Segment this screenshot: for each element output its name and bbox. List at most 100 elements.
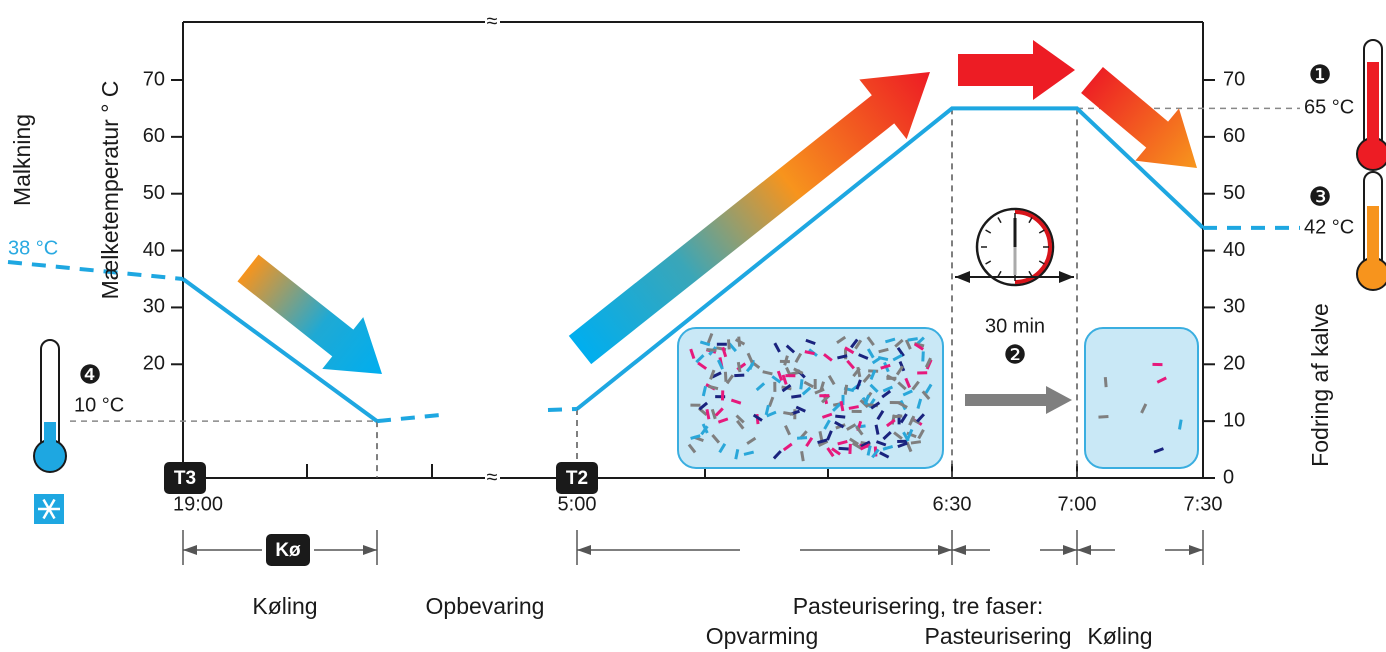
y-axis-label: Mælketemperatur ° C <box>97 81 123 300</box>
bacterium <box>838 446 849 451</box>
y2-tick-label: 40 <box>1223 239 1245 261</box>
bacterium <box>752 413 763 422</box>
bacterium <box>897 441 908 449</box>
bacterium <box>764 404 770 416</box>
bacterium <box>848 405 859 410</box>
bacterium <box>743 450 755 456</box>
bacterium <box>1098 415 1109 419</box>
bacterium <box>850 338 859 349</box>
bacterium <box>882 385 894 393</box>
bacterium <box>885 418 896 428</box>
bacterium <box>796 436 808 440</box>
bacterium <box>735 414 745 424</box>
bacterium <box>697 361 708 370</box>
bacterium <box>785 344 796 354</box>
bacterium <box>730 398 742 405</box>
arrow-head <box>955 271 970 283</box>
bacterium <box>746 352 754 364</box>
bacterium <box>859 443 871 451</box>
bacterium <box>866 348 875 359</box>
bacterium <box>881 389 892 399</box>
bacterium <box>869 369 877 381</box>
arrow-head <box>952 545 966 555</box>
badge: T2 <box>566 468 588 489</box>
marker: ❹ <box>78 361 101 391</box>
feed-temp: 42 °C <box>1304 216 1354 238</box>
bacterium <box>884 337 896 344</box>
bacterium <box>854 339 863 350</box>
clock-tick <box>985 260 992 265</box>
y2-tick-label: 20 <box>1223 353 1245 375</box>
temp-line <box>181 277 379 423</box>
arrow-head <box>1077 545 1091 555</box>
arrow <box>965 386 1072 414</box>
bacterium <box>882 431 892 441</box>
bacterium <box>880 363 891 370</box>
bacterium <box>687 443 697 454</box>
temp-dashed <box>376 413 441 424</box>
marker: ❸ <box>1308 183 1331 213</box>
badge-box <box>556 462 598 494</box>
bacterium <box>698 401 709 411</box>
bacterium <box>776 370 784 382</box>
y2-tick-label: 10 <box>1223 409 1245 431</box>
bacterium <box>913 342 925 351</box>
bacterium <box>911 380 920 391</box>
arrow-head <box>577 545 591 555</box>
bacterium <box>718 443 727 454</box>
bacterium <box>689 348 696 360</box>
bacterium <box>916 413 925 423</box>
bacterium <box>834 420 845 429</box>
clock-tick <box>985 229 992 234</box>
bacterium <box>882 445 894 451</box>
clock-tick <box>1028 270 1033 277</box>
bacterium <box>826 430 833 441</box>
y-tick-label: 60 <box>143 125 165 147</box>
bacterium <box>827 375 836 386</box>
y2-tick-label: 30 <box>1223 296 1245 318</box>
bacterium <box>706 332 714 344</box>
phase-title: Pasteurisering, tre faser: <box>793 593 1044 619</box>
bacterium <box>800 451 805 462</box>
bacterium <box>762 370 773 376</box>
marker: ❷ <box>1003 341 1026 371</box>
bacterium <box>876 410 885 421</box>
arrow <box>1081 66 1197 168</box>
bacterium <box>695 354 705 364</box>
bacterium <box>892 353 903 362</box>
bacterium <box>818 431 824 442</box>
bacterium <box>905 441 913 453</box>
bacterium <box>921 390 931 400</box>
hold-time: 30 min <box>985 315 1045 337</box>
x-tick-label: 5:00 <box>558 493 597 515</box>
cool-temp: 10 °C <box>74 394 124 416</box>
y-tick-label: 40 <box>143 239 165 261</box>
badge-box <box>164 462 206 494</box>
bacterium <box>863 394 871 405</box>
bacterium <box>866 336 875 347</box>
bacterium <box>831 402 842 412</box>
bacterium <box>869 383 879 393</box>
bacterium <box>755 382 766 392</box>
bacterium <box>699 340 711 347</box>
bacterium <box>871 448 880 459</box>
bacterium <box>823 419 831 430</box>
bacterium <box>924 383 933 394</box>
bacterium <box>734 338 746 346</box>
y-tick-label: 50 <box>143 182 165 204</box>
clock-tick <box>997 217 1002 224</box>
temp-dashed <box>7 260 184 281</box>
bacterium <box>701 423 709 434</box>
bacterium <box>745 362 755 373</box>
bacterium <box>690 434 701 440</box>
arrow-head <box>1063 545 1077 555</box>
bacterium <box>904 377 912 389</box>
milking-label: Malkning <box>9 114 35 206</box>
thermometer-fill <box>1367 62 1379 154</box>
bacterium <box>878 347 889 354</box>
bacterium <box>860 440 871 448</box>
phase-step: Opvarming <box>706 623 818 649</box>
bacterium <box>837 354 848 360</box>
bacterium <box>871 356 882 365</box>
